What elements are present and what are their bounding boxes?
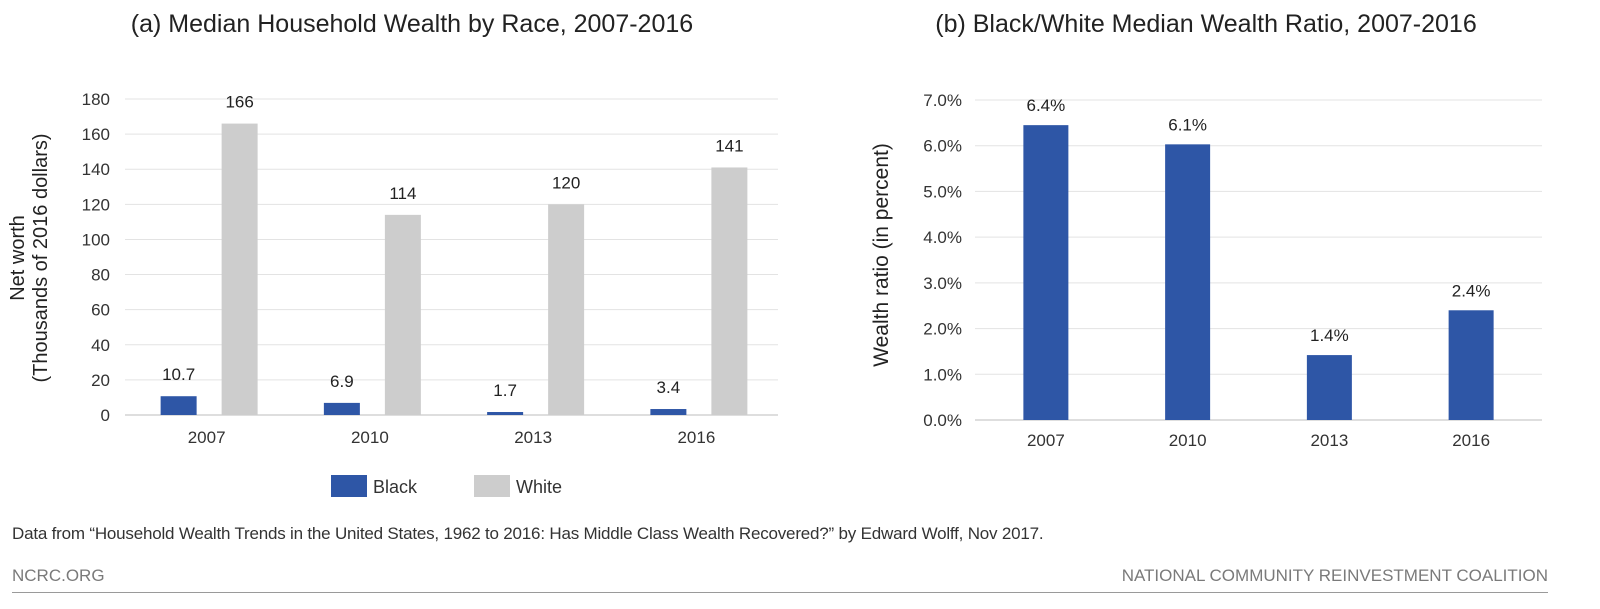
legend-label-black: Black: [373, 477, 418, 497]
chart-a-bar-black: [487, 412, 524, 415]
chart-a-ytick-label: 20: [91, 371, 110, 390]
chart-a-bar-black: [650, 409, 687, 415]
chart-a-bar-white: [711, 167, 748, 415]
chart-b-bar: [1448, 310, 1494, 420]
chart-a-category-label: 2007: [188, 428, 226, 447]
chart-b-ytick-label: 1.0%: [923, 365, 962, 384]
chart-a-ylabel-line2: (Thousands of 2016 dollars): [30, 133, 52, 382]
chart-a-data-label-white: 114: [389, 184, 416, 203]
legend-swatch-black: [331, 475, 367, 497]
chart-b-ytick-label: 4.0%: [923, 228, 962, 247]
chart-a-ytick-label: 0: [101, 406, 110, 425]
chart-a-ytick-label: 140: [82, 160, 110, 179]
chart-a-data-label-white: 141: [715, 136, 743, 155]
chart-a-legend: Black White: [331, 475, 562, 497]
chart-a-category-label: 2010: [351, 428, 389, 447]
footer-organization: NATIONAL COMMUNITY REINVESTMENT COALITIO…: [1121, 566, 1548, 585]
chart-a-bar-black: [160, 396, 197, 415]
chart-b-data-label: 2.4%: [1452, 281, 1491, 300]
chart-b-ytick-label: 6.0%: [923, 137, 962, 156]
chart-a-ytick-label: 120: [82, 195, 110, 214]
chart-a-data-label-black: 10.7: [162, 365, 195, 384]
chart-b-category-label: 2010: [1169, 431, 1207, 450]
chart-a-ytick-label: 160: [82, 125, 110, 144]
chart-b-category-label: 2013: [1310, 431, 1348, 450]
chart-a-ytick-label: 100: [82, 230, 110, 249]
chart-a-data-label-white: 120: [552, 173, 580, 192]
chart-b-ylabel: Wealth ratio (in percent): [870, 143, 893, 367]
legend-swatch-white: [474, 475, 510, 497]
chart-a-ytick-label: 40: [91, 336, 110, 355]
footer-site: NCRC.ORG: [12, 566, 105, 585]
chart-b-bar: [1306, 355, 1352, 420]
chart-a-data-label-black: 6.9: [330, 372, 354, 391]
chart-b-bar: [1165, 144, 1211, 421]
chart-b-ytick-label: 5.0%: [923, 182, 962, 201]
chart-b-title: (b) Black/White Median Wealth Ratio, 200…: [935, 10, 1476, 38]
chart-b-data-label: 6.1%: [1168, 115, 1207, 134]
chart-a-ytick-label: 180: [82, 90, 110, 109]
source-note: Data from “Household Wealth Trends in th…: [12, 524, 1044, 543]
chart-b-ytick-label: 2.0%: [923, 320, 962, 339]
chart-a-title: (a) Median Household Wealth by Race, 200…: [131, 10, 693, 38]
chart-a-data-label-black: 3.4: [657, 378, 681, 397]
chart-b-data-label: 1.4%: [1310, 326, 1349, 345]
chart-b-data-label: 6.4%: [1027, 96, 1066, 115]
chart-b-category-label: 2007: [1027, 431, 1065, 450]
chart-a-ylabel-line1: Net worth: [7, 215, 29, 301]
chart-a-bar-white: [548, 204, 585, 415]
chart-b-ytick-label: 3.0%: [923, 274, 962, 293]
chart-a-ytick-label: 60: [91, 301, 110, 320]
chart-b-ytick-label: 0.0%: [923, 411, 962, 430]
chart-a-data-label-black: 1.7: [493, 381, 517, 400]
chart-b-category-label: 2016: [1452, 431, 1490, 450]
chart-b: (b) Black/White Median Wealth Ratio, 200…: [870, 10, 1542, 450]
chart-a-category-label: 2013: [514, 428, 552, 447]
legend-label-white: White: [516, 477, 562, 497]
chart-a-data-label-white: 166: [225, 93, 253, 112]
chart-a-bar-white: [221, 123, 258, 416]
footer-divider: [12, 592, 1548, 593]
chart-a: (a) Median Household Wealth by Race, 200…: [7, 10, 778, 497]
chart-b-bar: [1023, 125, 1069, 421]
chart-a-bar-black: [323, 402, 360, 415]
chart-a-ytick-label: 80: [91, 266, 110, 285]
chart-b-ytick-label: 7.0%: [923, 91, 962, 110]
chart-a-bar-white: [384, 214, 421, 415]
chart-a-category-label: 2016: [677, 428, 715, 447]
